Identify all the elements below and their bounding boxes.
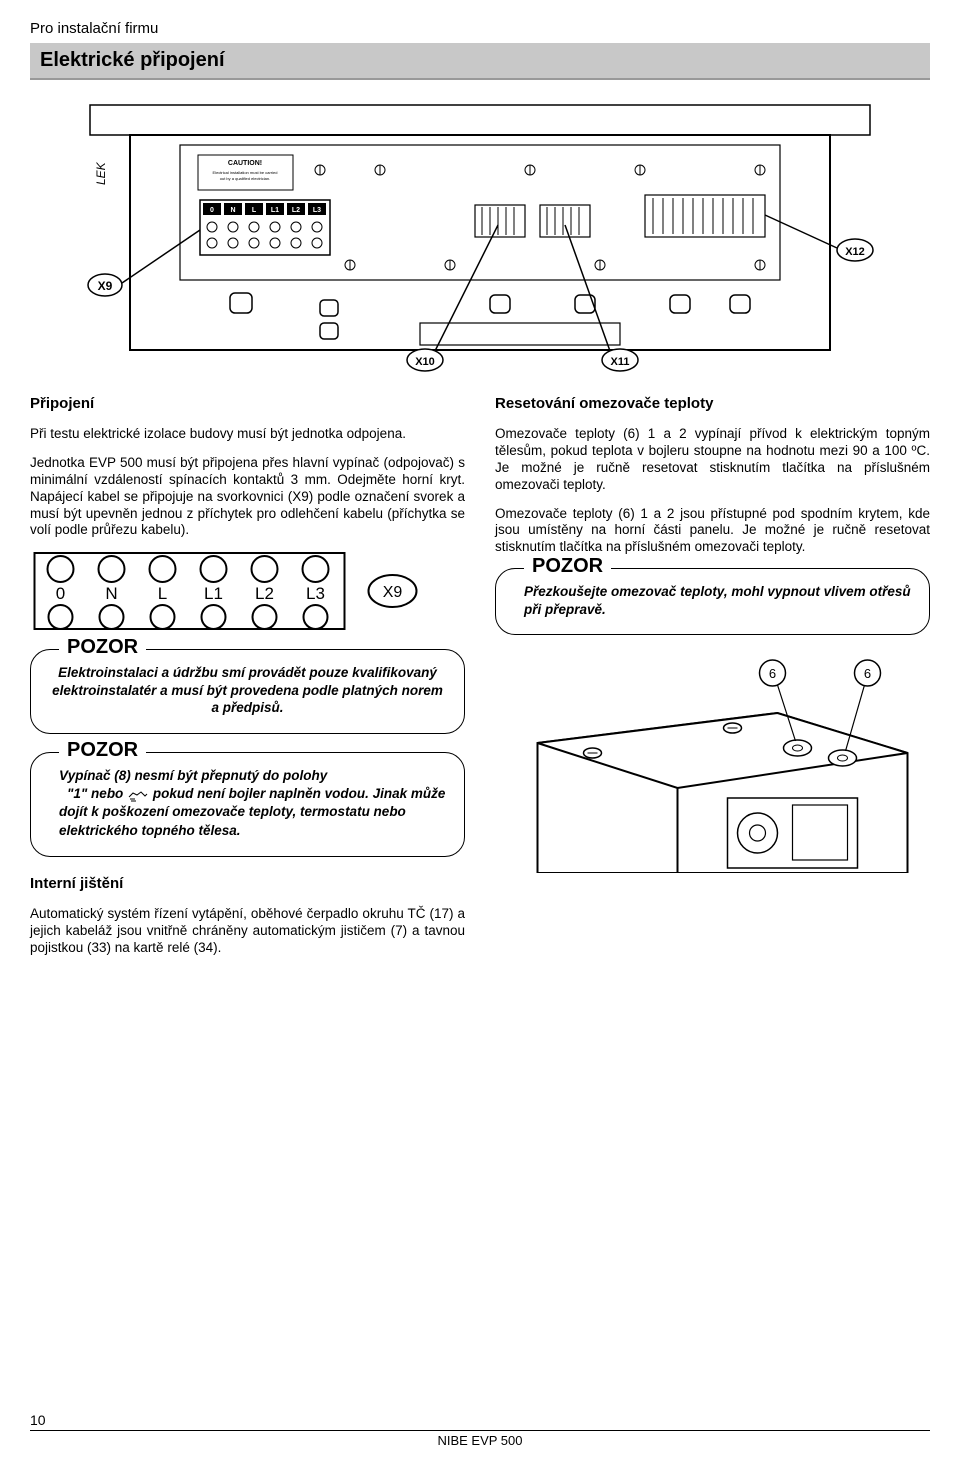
- terminal-x9-diagram: 0 N L L1 L2 L3 X9: [30, 551, 465, 631]
- page-number: 10: [30, 1412, 46, 1428]
- warning-text-3: Přezkoušejte omezovač teploty, mohl vypn…: [514, 583, 911, 618]
- hand-icon: [127, 787, 149, 803]
- left-heading-internal: Interní jištění: [30, 875, 465, 892]
- warning-label-3: POZOR: [524, 555, 611, 578]
- footer-product: NIBE EVP 500: [30, 1430, 930, 1448]
- right-para-1: Omezovače teploty (6) 1 a 2 vypínají pří…: [495, 426, 930, 494]
- svg-text:L2: L2: [292, 207, 300, 214]
- svg-text:0: 0: [210, 207, 214, 214]
- svg-text:X10: X10: [415, 356, 435, 368]
- main-wiring-diagram: LEK CAUTION! Electrical installation mus…: [30, 95, 930, 375]
- warning-text-2: Vypínač (8) nesmí být přepnutý do polohy…: [49, 767, 446, 840]
- footer: 10 NIBE EVP 500: [30, 1430, 930, 1448]
- left-heading-connection: Připojení: [30, 395, 465, 412]
- svg-text:X9: X9: [98, 279, 113, 293]
- warning-box-3: POZOR Přezkoušejte omezovač teploty, moh…: [495, 568, 930, 635]
- svg-text:LEK: LEK: [94, 161, 108, 185]
- svg-text:L: L: [252, 207, 257, 214]
- svg-text:6: 6: [769, 666, 776, 681]
- svg-text:L: L: [158, 584, 167, 603]
- left-para-2: Jednotka EVP 500 musí být připojena přes…: [30, 455, 465, 539]
- warning-box-1: POZOR Elektroinstalaci a údržbu smí prov…: [30, 649, 465, 734]
- warning-label-1: POZOR: [59, 636, 146, 659]
- svg-text:0: 0: [56, 584, 65, 603]
- reset-diagram: 6 6: [495, 653, 930, 873]
- svg-text:L3: L3: [306, 584, 325, 603]
- svg-text:CAUTION!: CAUTION!: [228, 160, 262, 167]
- svg-text:N: N: [105, 584, 117, 603]
- warning-box-2: POZOR Vypínač (8) nesmí být přepnutý do …: [30, 752, 465, 857]
- svg-text:L2: L2: [255, 584, 274, 603]
- svg-text:L1: L1: [204, 584, 223, 603]
- svg-text:6: 6: [864, 666, 871, 681]
- svg-text:X9: X9: [383, 584, 403, 601]
- svg-text:X11: X11: [611, 356, 630, 368]
- svg-text:L3: L3: [313, 207, 321, 214]
- svg-text:out by a qualified electrician: out by a qualified electrician.: [220, 176, 270, 181]
- svg-text:Electrical installation must b: Electrical installation must be carried: [213, 170, 278, 175]
- left-para-1: Při testu elektrické izolace budovy musí…: [30, 426, 465, 443]
- warning-label-2: POZOR: [59, 739, 146, 762]
- svg-text:X12: X12: [845, 246, 865, 258]
- warning-text-1: Elektroinstalaci a údržbu smí provádět p…: [49, 664, 446, 717]
- header-pretitle: Pro instalační firmu: [30, 20, 930, 37]
- svg-text:N: N: [230, 207, 235, 214]
- page-title: Elektrické připojení: [30, 43, 930, 80]
- left-para-3: Automatický systém řízení vytápění, oběh…: [30, 906, 465, 957]
- svg-text:L1: L1: [271, 207, 279, 214]
- right-para-2: Omezovače teploty (6) 1 a 2 jsou přístup…: [495, 506, 930, 557]
- right-heading-reset: Resetování omezovače teploty: [495, 395, 930, 412]
